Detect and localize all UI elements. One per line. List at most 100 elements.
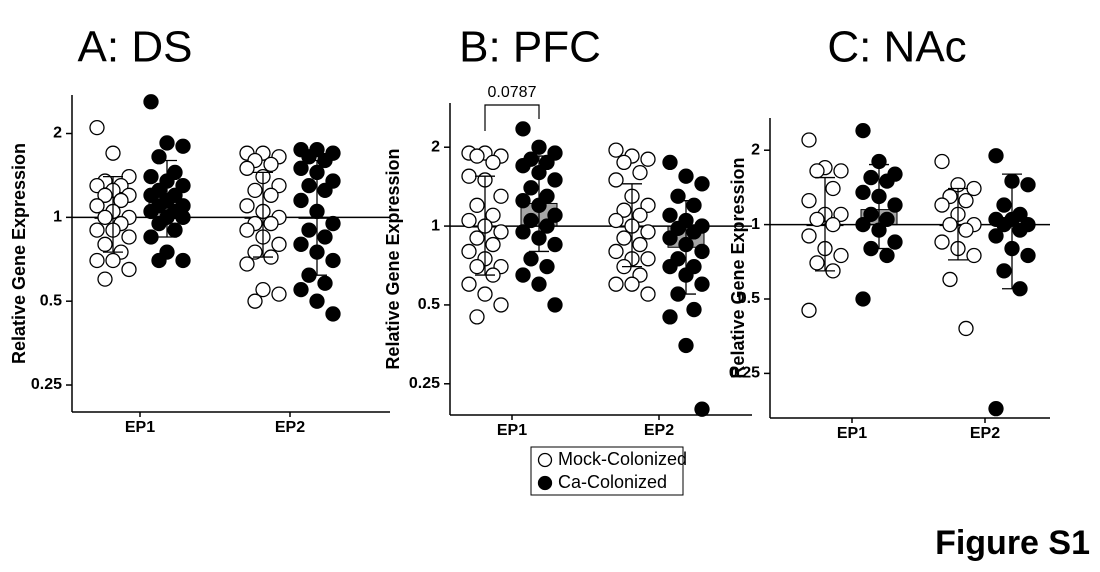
data-point: [485, 207, 501, 223]
y-tick-label: 1: [751, 216, 760, 233]
data-point: [515, 158, 531, 174]
data-point: [662, 230, 678, 246]
data-point: [547, 172, 563, 188]
x-tick-label: EP1: [125, 419, 155, 436]
data-point: [263, 156, 279, 172]
data-point: [239, 160, 255, 176]
y-tick-label: 0.25: [31, 376, 62, 393]
data-point: [996, 216, 1012, 233]
data-point: [934, 153, 950, 170]
data-point: [1020, 177, 1036, 193]
y-tick-label: 0.25: [729, 365, 760, 382]
data-point: [255, 282, 271, 298]
data-point: [616, 230, 632, 246]
data-point: [309, 293, 325, 309]
data-point: [801, 132, 817, 148]
data-point: [175, 209, 191, 225]
data-point: [143, 169, 159, 185]
data-point: [531, 139, 547, 155]
data-point: [887, 197, 903, 213]
data-point: [809, 163, 825, 179]
data-point: [686, 224, 702, 240]
x-tick-label: EP1: [837, 425, 867, 442]
data-point: [531, 276, 547, 292]
data-point: [293, 282, 309, 298]
data-point: [1020, 247, 1036, 264]
data-point: [105, 252, 121, 269]
chart-title: A: DS: [78, 23, 193, 72]
data-point: [143, 187, 159, 203]
x-tick-label: EP2: [970, 425, 1000, 442]
data-point: [143, 229, 159, 245]
data-point: [89, 222, 105, 238]
legend-label: Ca-Colonized: [558, 472, 667, 492]
data-point: [855, 216, 871, 233]
data-point: [469, 258, 485, 275]
data-point: [686, 301, 702, 318]
data-point: [1012, 222, 1028, 238]
data-point: [539, 218, 555, 234]
data-point: [608, 243, 624, 260]
data-point: [293, 192, 309, 209]
data-point: [809, 255, 825, 271]
data-point: [833, 163, 849, 179]
chart-title: C: NAc: [827, 23, 966, 72]
data-point: [317, 275, 333, 291]
data-point: [632, 236, 648, 253]
legend-label: Mock-Colonized: [558, 449, 687, 469]
data-point: [493, 297, 509, 313]
data-point: [97, 271, 113, 287]
data-point: [988, 228, 1004, 244]
data-point: [996, 197, 1012, 213]
data-point: [855, 291, 871, 307]
data-point: [469, 148, 485, 164]
legend-marker: [537, 452, 553, 468]
data-point: [662, 154, 678, 171]
data-point: [469, 197, 485, 213]
y-tick-label: 0.5: [738, 290, 760, 307]
y-axis-label: Relative Gene Expression: [728, 157, 748, 378]
data-point: [515, 267, 531, 283]
data-point: [966, 247, 982, 264]
data-point: [887, 234, 903, 250]
data-point: [988, 401, 1004, 417]
data-point: [239, 222, 255, 238]
data-point: [879, 247, 895, 264]
y-tick-label: 2: [53, 125, 62, 142]
data-point: [89, 119, 105, 136]
x-tick-label: EP2: [644, 422, 674, 439]
data-point: [271, 236, 287, 252]
data-point: [461, 168, 477, 184]
data-point: [515, 121, 531, 137]
data-point: [89, 252, 105, 269]
data-point: [105, 145, 121, 161]
data-point: [640, 197, 656, 213]
data-point: [461, 276, 477, 292]
x-tick-label: EP2: [275, 419, 305, 436]
data-point: [515, 224, 531, 240]
data-point: [247, 244, 263, 260]
data-point: [325, 252, 341, 269]
y-tick-label: 1: [53, 209, 62, 226]
data-point: [469, 309, 485, 325]
data-point: [942, 271, 958, 288]
data-point: [515, 193, 531, 209]
data-point: [539, 154, 555, 171]
data-point: [934, 197, 950, 213]
data-point: [801, 193, 817, 209]
data-point: [662, 207, 678, 223]
data-point: [113, 192, 129, 209]
data-point: [493, 224, 509, 240]
data-point: [121, 229, 137, 245]
data-point: [640, 151, 656, 167]
data-point: [151, 149, 167, 165]
data-point: [825, 180, 841, 197]
data-point: [833, 247, 849, 264]
data-point: [670, 188, 686, 204]
significance-bracket: [484, 104, 540, 131]
data-point: [694, 276, 710, 292]
y-tick-label: 0.5: [418, 296, 440, 313]
data-point: [879, 173, 895, 189]
data-point: [694, 401, 710, 417]
